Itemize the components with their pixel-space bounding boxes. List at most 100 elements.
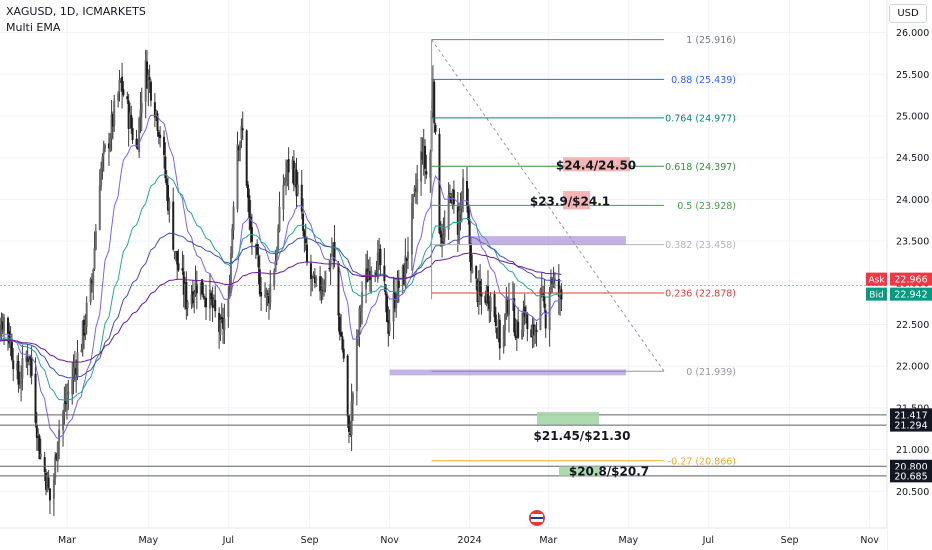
ema-line-20 [0,114,562,439]
fib-level-label: 0.5 (23.928) [677,201,736,212]
candle-body [84,324,87,333]
candle-body [287,158,290,173]
currency-button[interactable]: USD [889,4,927,23]
candle-body [413,187,416,193]
support-zone [389,369,626,376]
candle-body [92,269,95,287]
candle-body [71,379,74,395]
candle-body [340,331,343,337]
candle-body [283,180,286,183]
candle-body [429,152,432,178]
candle-body [525,311,528,318]
candle-body [370,270,373,278]
candle-body [237,146,240,151]
candle-body [48,488,51,501]
candle-body [219,320,222,336]
candle-body [212,298,215,306]
zone-label-support-upper[interactable]: $21.45/$21.30 [534,429,631,443]
candle-body [128,112,131,128]
fib-level-label: 1 (25.916) [686,35,736,46]
candle-body [76,352,79,378]
candle-body [303,230,306,239]
level-price-label: 20.800 [894,462,927,473]
candle-body [342,348,345,359]
candle-body [462,177,465,200]
candle-body [395,301,398,308]
candle-body [27,356,30,359]
candle-body [392,293,395,322]
candle-body [468,219,471,246]
candle-body [118,79,121,92]
candle-body [534,326,537,336]
candle-body [539,289,542,330]
candle-body [190,294,193,305]
zone-label-resistance-lower[interactable]: $23.9/$24.1 [530,194,610,208]
candle-body [194,281,197,296]
candle-body [560,289,563,300]
candle-body [292,160,295,186]
candle-body [203,297,206,299]
ask-tag [866,272,887,286]
candle-body [239,141,242,151]
candle-body [156,113,159,131]
candle-body [405,257,408,261]
candle-body [517,321,520,338]
candle-body [551,278,554,284]
price-tick-label: 22.500 [896,320,929,331]
time-tick-label: Mar [539,535,557,546]
candle-body [157,131,160,137]
indicator-name[interactable]: Multi EMA [6,21,61,34]
candle-body [466,181,469,205]
zone-label-support-lower[interactable]: $20.8/$20.7 [569,464,649,478]
bid-tag [866,287,887,301]
candle-body [246,184,249,198]
candle-body [361,291,364,308]
candle-body [26,357,29,362]
candle-body [117,93,120,101]
candle-body [220,316,223,320]
candle-body [45,472,48,490]
candle-body [100,168,103,187]
candle-body [406,251,409,259]
candle-body [80,349,83,353]
level-price-label: 21.417 [894,410,927,421]
candle-body [416,179,419,193]
candle-body [542,293,545,296]
candle-body [58,429,61,443]
candle-body [240,125,243,139]
time-axis-panel[interactable] [0,528,887,550]
price-tick-label: 25.500 [896,70,929,81]
candle-body [257,256,260,268]
candle-body [176,251,179,265]
candle-body [420,151,423,182]
candle-body [294,168,297,185]
candle-body [330,254,333,256]
candle-body [387,320,390,334]
candle-body [72,368,75,381]
candle-body [313,276,316,283]
candle-body [374,272,377,274]
candle-body [458,211,461,239]
time-tick-label: Sep [301,535,319,546]
ema-line-200 [0,252,562,363]
candle-body [10,341,13,360]
candle-body [136,146,139,150]
candle-body [67,391,70,395]
zone-label-resistance-upper[interactable]: $24.4/24.50 [556,158,636,172]
candle-body [236,144,239,210]
candle-body [52,479,55,499]
candle-body [467,204,470,221]
candle-body [101,157,104,169]
candle-body [229,253,232,294]
candle-body [469,243,472,271]
time-tick-label: Nov [860,535,879,546]
candle-body [338,316,341,335]
candle-body [130,114,133,129]
candle-body [296,184,299,195]
candle-body [64,400,67,405]
candle-body [378,251,381,254]
bid-price-tag [890,287,932,301]
candle-body [1,321,4,330]
candle-body [265,290,268,297]
